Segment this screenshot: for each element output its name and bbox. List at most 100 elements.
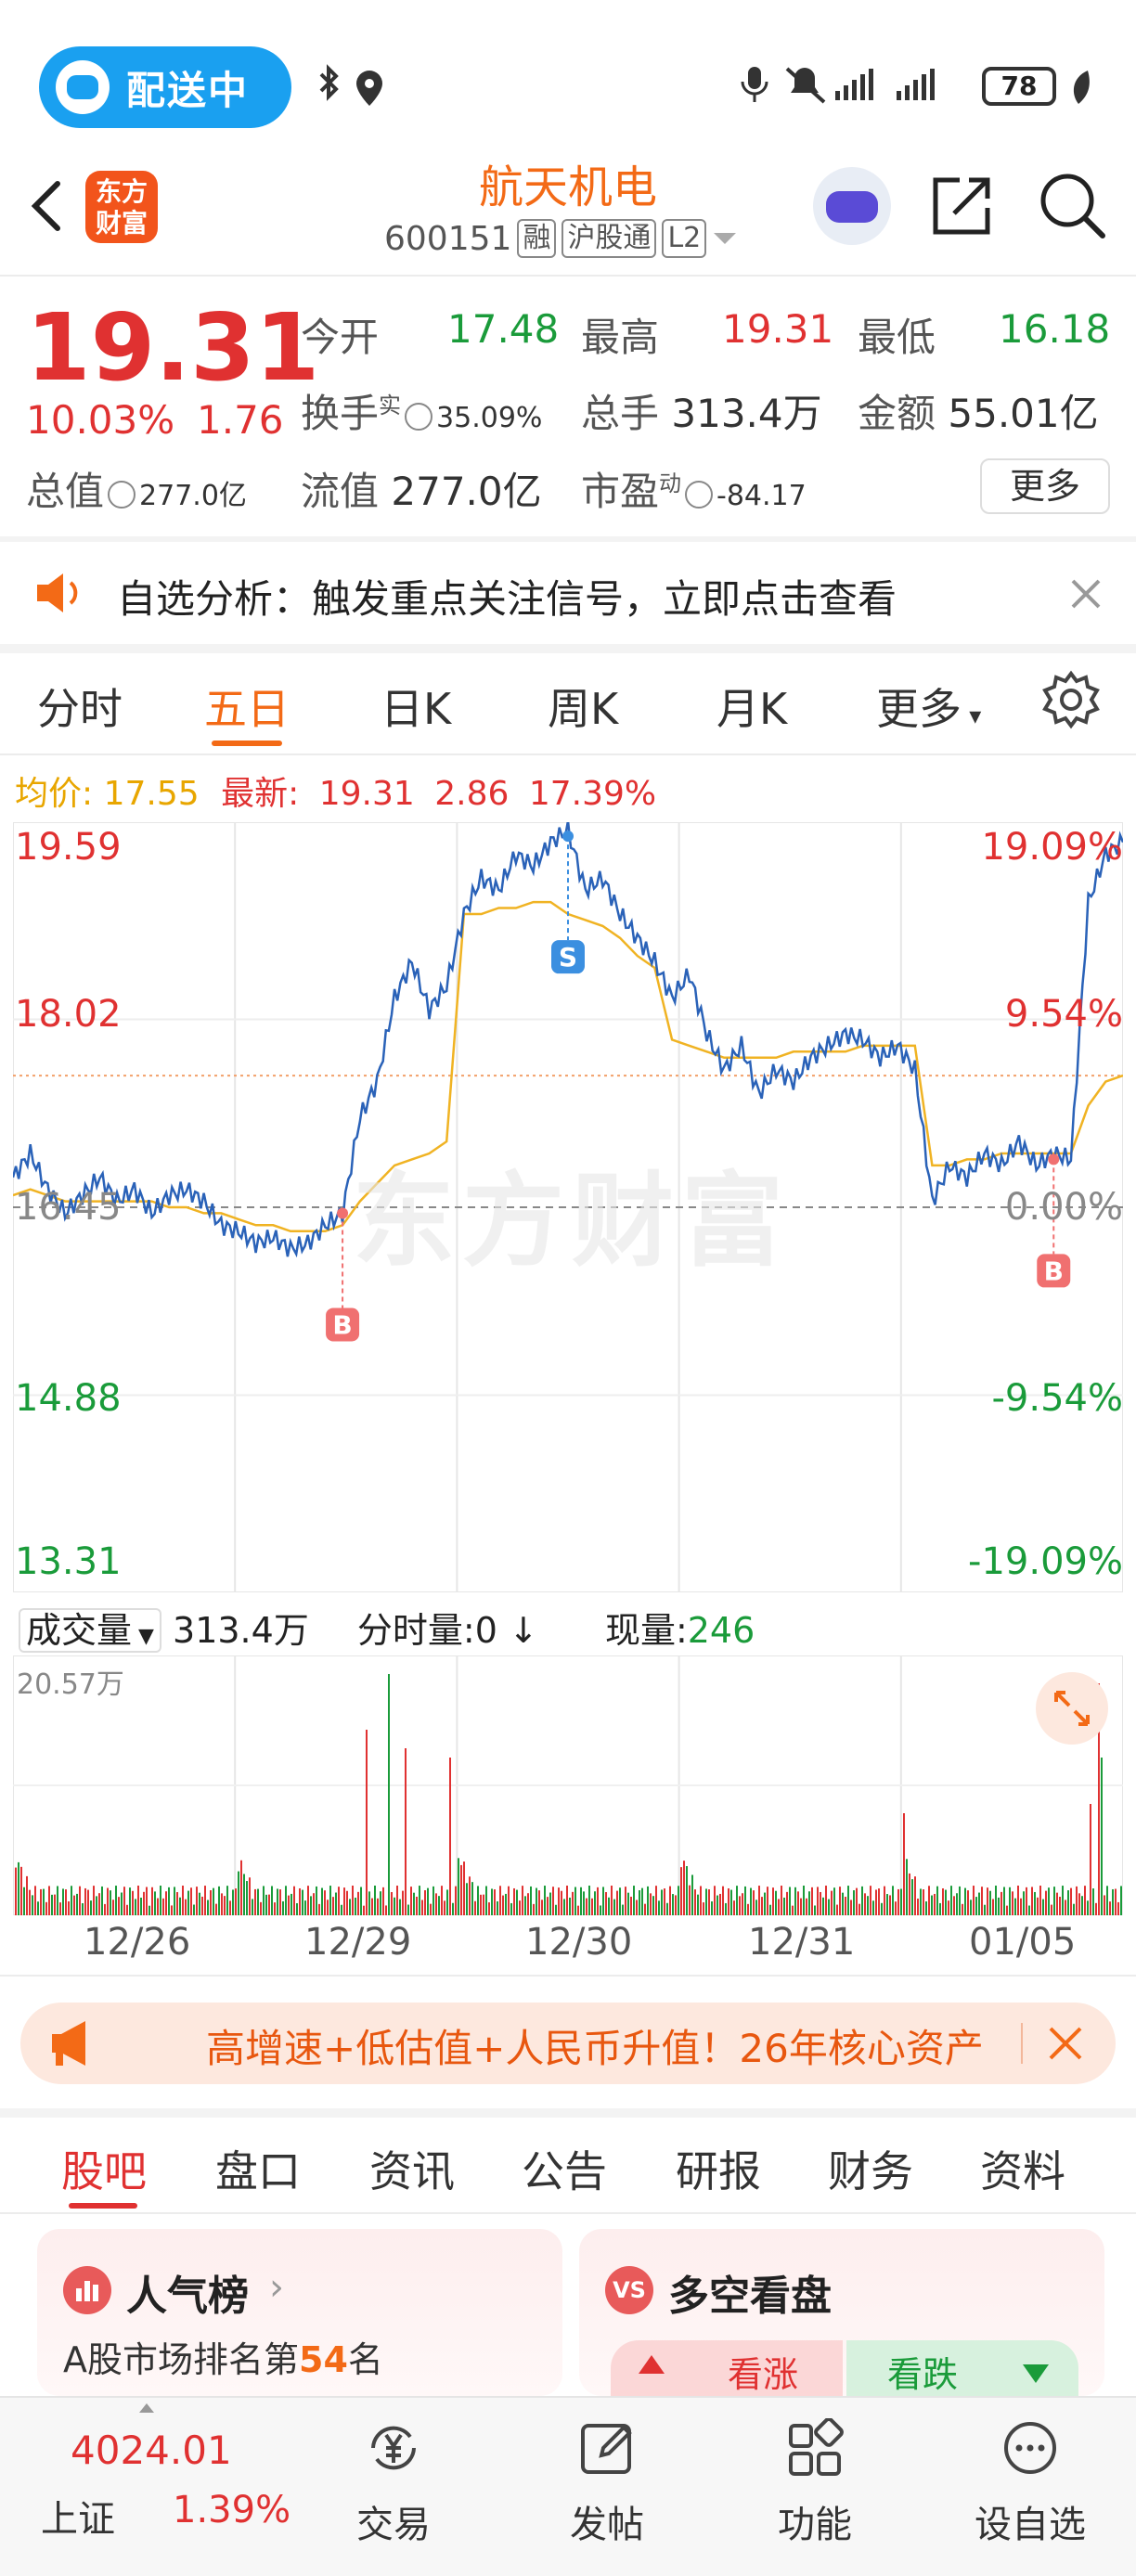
tab-intraday[interactable]: 分时: [37, 684, 123, 734]
volume-bar: [274, 1902, 276, 1915]
y-right-tick: -9.54%: [991, 1377, 1123, 1420]
volume-bar: [794, 1887, 796, 1915]
volume-bar: [697, 1894, 699, 1915]
tab-more[interactable]: 更多 ▾: [876, 684, 982, 734]
share-icon[interactable]: [928, 173, 995, 239]
megaphone-icon: [52, 2021, 85, 2066]
total-mv-value: 277.0亿: [139, 480, 247, 512]
bull-bear-card[interactable]: VS 多空看盘 看涨 看跌: [579, 2229, 1104, 2396]
tab-monthly-k[interactable]: 月K: [716, 684, 788, 734]
volume-bar: [691, 1874, 693, 1915]
volume-bar: [934, 1893, 936, 1915]
popularity-card[interactable]: 人气榜 › A股市场排名第54名: [37, 2229, 562, 2396]
volume-bar: [950, 1886, 952, 1915]
expand-chart-button[interactable]: [1036, 1672, 1108, 1745]
latest-price: 19.31: [318, 775, 415, 813]
volume-bar: [842, 1892, 844, 1915]
bull-button[interactable]: 看涨: [611, 2340, 843, 2396]
volume-bar: [410, 1887, 412, 1915]
volume-bar: [416, 1896, 418, 1915]
delivery-status-pill[interactable]: 配送中: [39, 46, 291, 128]
volume-bar: [736, 1886, 738, 1915]
ai-assistant-robot-icon[interactable]: [813, 167, 891, 245]
volume-chart[interactable]: [13, 1655, 1123, 1915]
volume-bar: [48, 1886, 50, 1915]
volume-bar: [800, 1898, 802, 1915]
volume-bar: [126, 1904, 128, 1915]
volume-bar: [820, 1891, 821, 1915]
tab-forum[interactable]: 股吧: [61, 2146, 147, 2196]
volume-bar: [739, 1896, 741, 1915]
index-ticker[interactable]: 4024.01 上证 1.39%: [0, 2398, 290, 2576]
volume-bar: [619, 1887, 621, 1915]
volume-bar: [522, 1886, 523, 1915]
more-stats-button[interactable]: 更多: [980, 458, 1110, 514]
volume-bar: [151, 1887, 153, 1915]
volume-bar: [970, 1900, 972, 1915]
volume-bar: [1026, 1887, 1027, 1915]
volume-bar: [722, 1886, 724, 1915]
more-dots-icon: [1004, 2422, 1056, 2474]
alert-strip[interactable]: 自选分析：触发重点关注信号，立即点击查看: [0, 542, 1136, 644]
search-icon[interactable]: [1038, 171, 1108, 241]
volume-bar: [71, 1886, 72, 1915]
volume-bar: [176, 1892, 178, 1915]
tab-five-day[interactable]: 五日: [204, 684, 290, 734]
status-bar: 配送中 78: [0, 0, 1136, 158]
sell-marker: [551, 940, 585, 974]
tab-financials[interactable]: 财务: [828, 2146, 913, 2196]
volume-bar: [394, 1897, 395, 1915]
volume-selector[interactable]: 成交量 ▼: [19, 1608, 161, 1653]
volume-bar: [652, 1896, 654, 1915]
volume-bar: [174, 1887, 175, 1915]
volume-bar: [956, 1893, 958, 1915]
volume-bar: [931, 1895, 933, 1915]
close-icon[interactable]: [1047, 2025, 1084, 2062]
settings-gear-icon[interactable]: [1041, 670, 1101, 729]
volume-bar: [329, 1886, 331, 1915]
popularity-rank-text: A股市场排名第54名: [63, 2339, 383, 2380]
five-day-price-chart[interactable]: B S B: [13, 822, 1123, 1592]
volume-bar: [686, 1866, 688, 1915]
tab-news[interactable]: 资讯: [369, 2146, 455, 2196]
volume-bar: [427, 1887, 429, 1915]
active-tab-underline: [69, 2203, 137, 2209]
back-arrow-icon[interactable]: [28, 178, 65, 234]
tab-profile[interactable]: 资料: [980, 2146, 1065, 2196]
high-value: 19.31: [722, 306, 834, 352]
volume-bar: [463, 1861, 465, 1915]
nav-post[interactable]: 发帖: [542, 2398, 672, 2548]
info-icon[interactable]: [108, 480, 136, 509]
volume-bar: [377, 1898, 379, 1915]
volume-bar: [435, 1893, 437, 1915]
nav-add-watchlist[interactable]: 设自选: [965, 2398, 1095, 2548]
amount-value: 55.01亿: [948, 391, 1099, 436]
volume-bar: [207, 1900, 209, 1915]
tab-order-book[interactable]: 盘口: [215, 2146, 301, 2196]
info-icon[interactable]: [685, 480, 714, 509]
volume-bar: [1092, 1888, 1094, 1915]
close-icon[interactable]: [1067, 575, 1104, 612]
volume-bar: [446, 1889, 448, 1915]
tab-weekly-k[interactable]: 周K: [548, 684, 619, 734]
promo-banner[interactable]: 高增速+低估值+人民币升值！26年核心资产: [20, 2003, 1116, 2084]
volume-bar: [327, 1900, 329, 1915]
info-icon[interactable]: [405, 402, 433, 431]
tab-research[interactable]: 研报: [676, 2146, 761, 2196]
nav-trade[interactable]: 交易: [329, 2398, 458, 2548]
volume-bar: [825, 1886, 827, 1915]
volume-bar: [781, 1886, 782, 1915]
volume-bar: [1039, 1886, 1041, 1915]
nav-functions[interactable]: 功能: [750, 2398, 880, 2548]
tab-announcements[interactable]: 公告: [522, 2146, 607, 2196]
bear-button[interactable]: 看跌: [846, 2340, 1078, 2396]
volume-bar: [839, 1887, 841, 1915]
volume-bar: [374, 1886, 376, 1915]
volume-bar: [906, 1859, 908, 1915]
open-label: 今开: [301, 315, 380, 360]
volume-bar: [405, 1748, 407, 1915]
volume-bar: [833, 1887, 835, 1915]
stock-code-row[interactable]: 600151 融 沪股通 L2: [384, 219, 738, 258]
volume-bar: [382, 1887, 384, 1915]
tab-daily-k[interactable]: 日K: [381, 684, 452, 734]
